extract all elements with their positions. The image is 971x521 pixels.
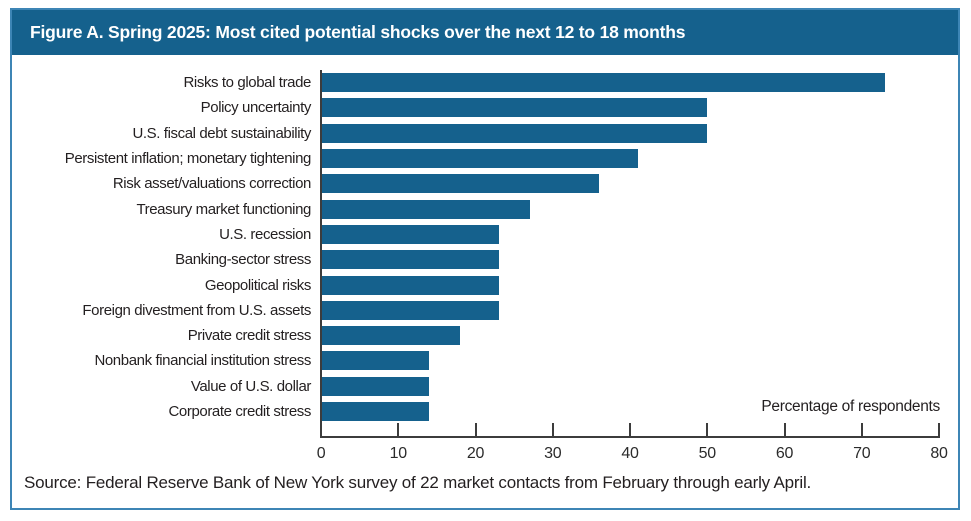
x-tick-label: 40 bbox=[621, 445, 639, 462]
bar bbox=[321, 224, 499, 244]
x-tick-label: 20 bbox=[466, 445, 485, 462]
bar-track bbox=[321, 73, 939, 93]
figure-container: Figure A. Spring 2025: Most cited potent… bbox=[10, 8, 960, 510]
category-label: Risks to global trade bbox=[183, 74, 311, 92]
category-label: Persistent inflation; monetary tightenin… bbox=[64, 150, 312, 168]
category-label: Corporate credit stress bbox=[168, 403, 311, 420]
x-tick-mark bbox=[320, 423, 322, 436]
x-tick-mark bbox=[474, 423, 477, 436]
bar-track bbox=[321, 326, 939, 346]
figure-header: Figure A. Spring 2025: Most cited potent… bbox=[12, 10, 958, 55]
bar bbox=[321, 300, 499, 320]
x-axis-label: Percentage of respondents bbox=[761, 398, 940, 415]
category-label: Policy uncertainty bbox=[200, 99, 312, 117]
bar-track bbox=[321, 174, 939, 194]
bar-track bbox=[321, 149, 939, 169]
category-label: Foreign divestment from U.S. assets bbox=[82, 301, 311, 319]
bar-track bbox=[321, 351, 939, 371]
chart-row: Persistent inflation; monetary tightenin… bbox=[12, 146, 958, 171]
chart-row: Policy uncertainty bbox=[12, 95, 958, 120]
bar bbox=[321, 73, 885, 93]
bar bbox=[321, 376, 430, 396]
category-label: U.S. recession bbox=[219, 225, 311, 243]
bar-track bbox=[321, 224, 939, 244]
bar bbox=[321, 402, 430, 421]
chart-row: Risks to global trade bbox=[12, 70, 958, 95]
figure-title: Figure A. Spring 2025: Most cited potent… bbox=[30, 22, 686, 42]
x-tick-mark bbox=[397, 423, 400, 436]
bar bbox=[321, 174, 600, 194]
x-tick-label: 60 bbox=[775, 445, 794, 462]
bar bbox=[321, 275, 499, 295]
category-label: Nonbank financial institution stress bbox=[94, 352, 311, 370]
chart-row: U.S. fiscal debt sustainability bbox=[12, 121, 958, 146]
chart-row: Corporate credit stress bbox=[12, 399, 958, 424]
category-label: Banking-sector stress bbox=[175, 251, 311, 269]
bar-track bbox=[321, 123, 939, 143]
x-tick-label: 0 bbox=[316, 445, 326, 462]
x-tick-label: 50 bbox=[698, 445, 717, 462]
bar-track bbox=[321, 402, 939, 421]
chart-row: Banking-sector stress bbox=[12, 247, 958, 272]
category-label: Value of U.S. dollar bbox=[190, 377, 312, 395]
category-label: Treasury market functioning bbox=[136, 200, 311, 218]
category-label: Private credit stress bbox=[187, 327, 312, 345]
bar bbox=[321, 98, 708, 118]
chart-rows: Risks to global trade Policy uncertainty U… bbox=[12, 70, 958, 424]
x-tick-mark bbox=[706, 423, 709, 436]
source-note: Source: Federal Reserve Bank of New York… bbox=[24, 473, 812, 492]
chart-row: Private credit stress bbox=[12, 323, 958, 348]
y-axis-spine bbox=[320, 70, 322, 438]
chart-row: Treasury market functioning bbox=[12, 196, 958, 221]
chart-row: Foreign divestment from U.S. assets bbox=[12, 298, 958, 323]
bar bbox=[321, 149, 638, 169]
x-tick-mark bbox=[551, 423, 554, 436]
chart-row: Risk asset/valuations correction bbox=[12, 171, 958, 196]
x-tick-mark bbox=[938, 423, 940, 436]
x-tick-label: 70 bbox=[853, 445, 871, 462]
bar-track bbox=[321, 250, 939, 270]
x-tick-mark bbox=[860, 423, 863, 436]
chart-row: Value of U.S. dollar bbox=[12, 374, 958, 399]
category-label: U.S. fiscal debt sustainability bbox=[132, 124, 311, 142]
x-tick-label: 10 bbox=[389, 445, 408, 462]
x-tick-mark bbox=[629, 423, 631, 436]
x-tick-mark bbox=[783, 423, 786, 436]
bar bbox=[321, 351, 430, 371]
category-label: Geopolitical risks bbox=[204, 276, 312, 294]
chart-row: Nonbank financial institution stress bbox=[12, 348, 958, 373]
chart-row: U.S. recession bbox=[12, 222, 958, 247]
x-tick-label: 80 bbox=[930, 445, 948, 462]
x-axis-line bbox=[320, 436, 940, 438]
bar-chart: Risks to global trade Policy uncertainty U… bbox=[12, 55, 958, 462]
bar bbox=[321, 123, 708, 143]
bar-track bbox=[321, 376, 939, 396]
chart-row: Geopolitical risks bbox=[12, 272, 958, 297]
bar bbox=[321, 199, 530, 219]
bar bbox=[321, 250, 499, 270]
bar-track bbox=[321, 98, 939, 118]
bar-track bbox=[321, 300, 939, 320]
category-label: Risk asset/valuations correction bbox=[112, 175, 312, 193]
x-tick-label: 30 bbox=[544, 445, 562, 462]
bar-track bbox=[321, 199, 939, 219]
bar bbox=[321, 326, 461, 346]
bar-track bbox=[321, 275, 939, 295]
